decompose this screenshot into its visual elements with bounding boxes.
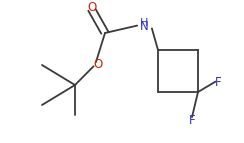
Text: O: O: [87, 1, 97, 14]
Text: F: F: [189, 114, 195, 127]
Text: F: F: [215, 77, 221, 90]
Text: N: N: [140, 20, 148, 33]
Text: O: O: [94, 58, 103, 71]
Text: H: H: [140, 18, 148, 28]
